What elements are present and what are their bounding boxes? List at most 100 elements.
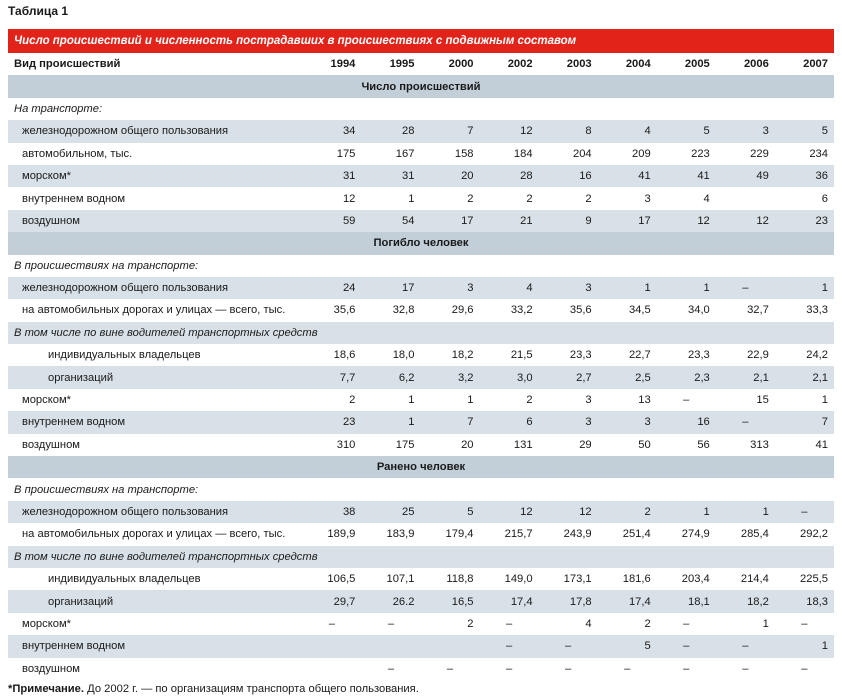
section-row: Погибло человек xyxy=(8,232,834,255)
value-cell: 285,4 xyxy=(740,528,769,541)
value-cell: 41 xyxy=(656,164,716,188)
value-cell: 18,2 xyxy=(451,349,474,362)
value-cell: 24 xyxy=(302,276,362,300)
value-cell: 17 xyxy=(597,209,657,233)
table-row: железнодорожном общего пользования 34 28 7 1… xyxy=(8,120,834,143)
value-cell: 106,5 xyxy=(327,573,356,586)
value-cell: 20 xyxy=(420,164,480,188)
value-cell: 158 xyxy=(454,147,474,160)
value-cell: 21 xyxy=(479,209,539,233)
value-cell: 1 xyxy=(597,276,657,300)
value-cell: 28 xyxy=(479,164,539,188)
value-cell: – xyxy=(683,662,690,675)
value-cell: 18,6 xyxy=(333,349,356,362)
section-row: Число происшествий xyxy=(8,75,834,98)
table-body: Число происшествий На транспорте: железнод… xyxy=(8,75,834,680)
value-cell: 2,1 xyxy=(715,366,775,389)
value-cell: – xyxy=(387,617,395,630)
subheading-row: На транспорте: xyxy=(8,98,834,120)
value-cell: 38 xyxy=(302,500,362,524)
header-year: 2003 xyxy=(566,58,592,71)
subheading-row: В происшествиях на транспорте: xyxy=(8,478,834,500)
value-cell: 4 xyxy=(597,120,657,143)
value-cell: 20 xyxy=(461,438,474,451)
table-row: морском* 31 31 20 28 16 41 41 49 36 xyxy=(8,164,834,188)
subheading-label: На транспорте: xyxy=(14,102,103,115)
data-table: Вид происшествий 1994 1995 2000 2002 2003 200… xyxy=(8,53,834,680)
value-cell: 214,4 xyxy=(740,573,769,586)
header-year: 2005 xyxy=(684,58,710,71)
value-cell xyxy=(716,187,775,209)
table-row: организаций 29,7 26.2 16,5 17,4 17,8 17,4 18,1 1… xyxy=(8,590,834,613)
value-cell: 2 xyxy=(597,500,657,524)
value-cell: 31 xyxy=(361,164,421,188)
value-cell: 2,3 xyxy=(656,366,716,389)
value-cell: – xyxy=(538,635,598,658)
value-cell: 149,0 xyxy=(504,573,533,586)
value-cell: 35,6 xyxy=(333,304,356,317)
value-cell: – xyxy=(774,500,834,524)
value-cell: 1 xyxy=(715,500,775,524)
table-row: железнодорожном общего пользования 24 17 3 4… xyxy=(8,276,834,300)
value-cell: 33,2 xyxy=(510,304,533,317)
value-cell: 26.2 xyxy=(361,590,421,613)
value-cell: 4 xyxy=(703,192,710,205)
value-cell: 6,2 xyxy=(361,366,421,389)
value-cell: 2 xyxy=(349,394,356,407)
value-cell: 56 xyxy=(697,438,710,451)
value-cell: 1 xyxy=(408,192,415,205)
table-row: воздушном – – – – – – – – xyxy=(8,658,834,680)
subheading-row: В происшествиях на транспорте: xyxy=(8,255,834,277)
row-label: внутреннем водном xyxy=(22,192,126,205)
row-label: на автомобильных дорогах и улицах — всег… xyxy=(22,528,286,541)
table-row: воздушном 59 54 17 21 9 17 12 12 23 xyxy=(8,209,834,233)
value-cell: 3,2 xyxy=(420,366,480,389)
value-cell: 5 xyxy=(656,120,716,143)
value-cell: 229 xyxy=(750,147,769,160)
table-caption: Таблица 1 xyxy=(8,4,69,18)
value-cell: 36 xyxy=(774,164,834,188)
value-cell: 181,6 xyxy=(622,573,651,586)
table-row: железнодорожном общего пользования 38 25 5 1… xyxy=(8,500,834,524)
value-cell: 12 xyxy=(656,209,716,233)
table-row: внутреннем водном 12 1 2 2 2 3 4 6 xyxy=(8,187,834,209)
table-row: внутреннем водном – –5– –1 xyxy=(8,635,834,658)
value-cell: 209 xyxy=(632,147,651,160)
value-cell: 18,0 xyxy=(392,349,415,362)
value-cell: 5 xyxy=(597,635,657,658)
value-cell: 34,0 xyxy=(688,304,710,317)
value-cell: 2 xyxy=(585,192,592,205)
value-cell: 12 xyxy=(715,209,775,233)
row-label: морском* xyxy=(22,617,72,630)
value-cell: 310 xyxy=(336,438,356,451)
value-cell: 225,5 xyxy=(800,573,828,586)
table-row: на автомобильных дорогах и улицах — всег… xyxy=(8,523,834,545)
value-cell: 22,9 xyxy=(747,349,769,362)
value-cell: – xyxy=(715,276,775,300)
value-cell: 17 xyxy=(420,209,480,233)
header-year: 2002 xyxy=(507,58,533,71)
header-year: 2007 xyxy=(803,58,828,71)
subheading-row: В том числе по вине водителей транспортн… xyxy=(8,545,834,568)
value-cell: 23 xyxy=(302,411,362,434)
value-cell: 18,3 xyxy=(774,590,834,613)
value-cell: 292,2 xyxy=(800,528,828,541)
value-cell: 118,8 xyxy=(446,573,474,586)
value-cell: 16 xyxy=(538,164,598,188)
table-row: морском* – – 2 – 4 2 – 1 – xyxy=(8,613,834,635)
value-cell: 4 xyxy=(585,617,592,630)
value-cell: – xyxy=(742,662,749,675)
section-row: Ранено человек xyxy=(8,456,834,479)
footnote-text: До 2002 г. — по организациям транспорта … xyxy=(84,683,419,695)
row-label: организаций xyxy=(8,366,303,389)
value-cell: 18,1 xyxy=(656,590,716,613)
subheading-label: В происшествиях на транспорте: xyxy=(14,259,199,272)
value-cell: 3 xyxy=(715,120,775,143)
value-cell: 1 xyxy=(361,411,421,434)
section-title: Погибло человек xyxy=(8,232,834,255)
value-cell: 274,9 xyxy=(681,528,710,541)
value-cell: 204 xyxy=(572,147,592,160)
value-cell: 18,2 xyxy=(715,590,775,613)
value-cell: – xyxy=(801,662,808,675)
value-cell xyxy=(361,635,421,658)
